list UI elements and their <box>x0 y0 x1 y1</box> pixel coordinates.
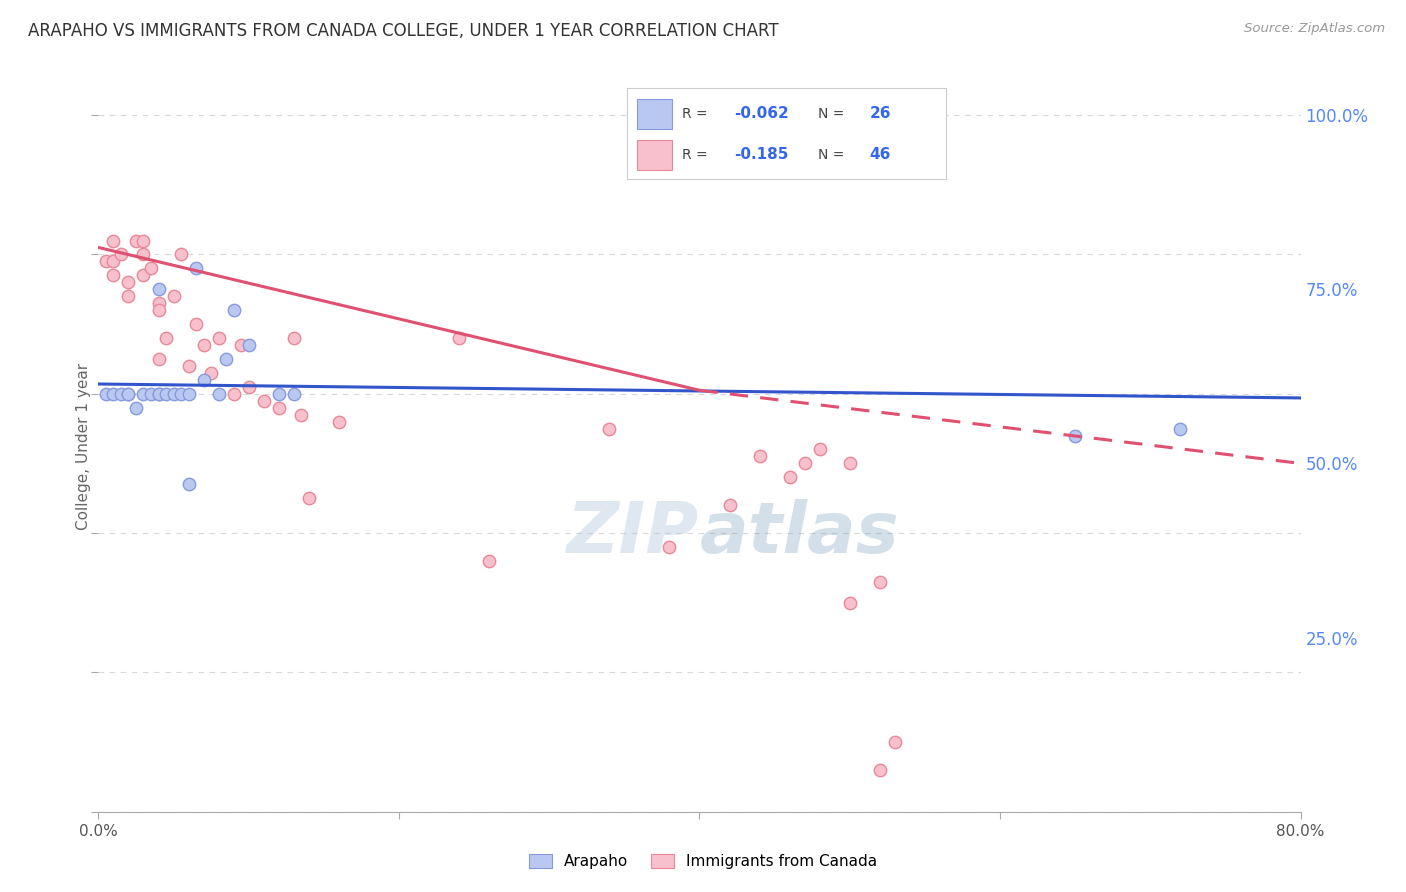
Point <box>184 317 207 331</box>
Point <box>208 331 231 345</box>
Point <box>1170 421 1192 435</box>
Point <box>132 234 155 248</box>
Point <box>132 268 155 283</box>
Point <box>117 275 139 289</box>
Point <box>94 254 117 268</box>
Point <box>869 574 891 589</box>
Point <box>110 247 132 261</box>
Point <box>718 498 741 512</box>
Point <box>208 386 231 401</box>
Point <box>139 386 162 401</box>
Point <box>447 331 470 345</box>
Y-axis label: College, Under 1 year: College, Under 1 year <box>76 362 90 530</box>
Point <box>779 470 801 484</box>
Point <box>184 261 207 276</box>
Text: atlas: atlas <box>700 500 900 568</box>
Point <box>117 386 139 401</box>
Point <box>267 401 290 415</box>
Legend: Arapaho, Immigrants from Canada: Arapaho, Immigrants from Canada <box>523 848 883 875</box>
Point <box>155 386 177 401</box>
Point <box>103 386 125 401</box>
Point <box>253 393 276 408</box>
Point <box>148 351 170 366</box>
Point <box>148 282 170 296</box>
Point <box>148 296 170 310</box>
Point <box>793 457 815 471</box>
Point <box>231 338 253 352</box>
Point <box>170 386 193 401</box>
Point <box>139 261 162 276</box>
Point <box>132 386 155 401</box>
Point <box>125 401 148 415</box>
Text: Source: ZipAtlas.com: Source: ZipAtlas.com <box>1244 22 1385 36</box>
Point <box>598 421 620 435</box>
Point <box>808 442 831 457</box>
Point <box>869 763 891 777</box>
Point <box>478 554 501 568</box>
Point <box>200 366 222 380</box>
Point <box>222 386 245 401</box>
Point <box>290 408 312 422</box>
Point <box>94 386 117 401</box>
Point <box>177 477 200 491</box>
Point <box>283 386 305 401</box>
Point <box>148 386 170 401</box>
Point <box>103 254 125 268</box>
Point <box>162 289 184 303</box>
Point <box>215 351 238 366</box>
Point <box>177 359 200 373</box>
Point <box>267 386 290 401</box>
Point <box>193 373 215 387</box>
Point <box>748 450 770 464</box>
Point <box>103 268 125 283</box>
Point <box>170 247 193 261</box>
Point <box>883 735 905 749</box>
Point <box>125 234 148 248</box>
Point <box>148 303 170 318</box>
Point <box>148 386 170 401</box>
Point <box>238 380 260 394</box>
Point <box>658 540 681 554</box>
Point <box>132 247 155 261</box>
Point <box>177 386 200 401</box>
Point <box>193 338 215 352</box>
Text: ZIP: ZIP <box>567 500 700 568</box>
Point <box>162 386 184 401</box>
Point <box>110 386 132 401</box>
Point <box>155 331 177 345</box>
Point <box>103 234 125 248</box>
Point <box>238 338 260 352</box>
Point <box>838 457 860 471</box>
Point <box>328 415 350 429</box>
Point <box>222 303 245 318</box>
Text: ARAPAHO VS IMMIGRANTS FROM CANADA COLLEGE, UNDER 1 YEAR CORRELATION CHART: ARAPAHO VS IMMIGRANTS FROM CANADA COLLEG… <box>28 22 779 40</box>
Point <box>838 596 860 610</box>
Point <box>298 491 321 506</box>
Point <box>1064 428 1087 442</box>
Point <box>117 289 139 303</box>
Point <box>117 386 139 401</box>
Point <box>283 331 305 345</box>
